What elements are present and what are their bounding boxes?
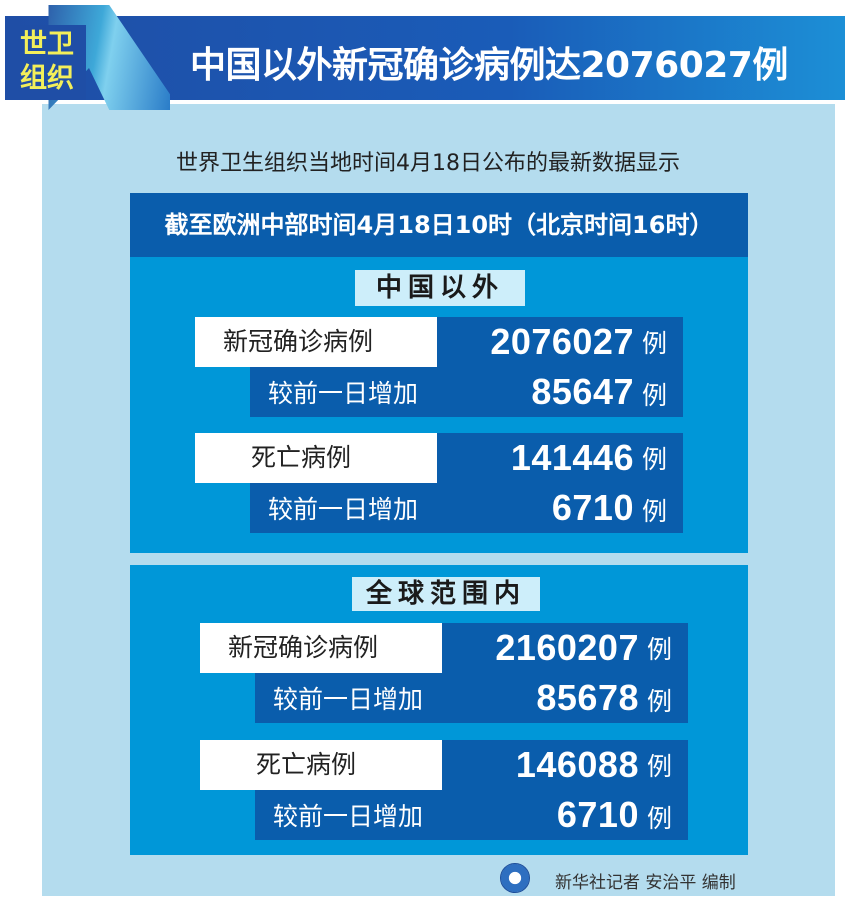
row-value: 146088 例	[442, 740, 688, 790]
row-label: 死亡病例	[200, 740, 442, 790]
tag-line-1: 世卫	[20, 29, 74, 60]
tag-line-2: 组织	[20, 63, 74, 94]
row-label: 新冠确诊病例	[200, 623, 442, 673]
row-increase: 较前一日增加 6710 例	[255, 790, 688, 840]
section-label: 中国以外	[355, 270, 525, 306]
credit-text: 新华社记者 安治平 编制	[555, 873, 736, 893]
row-label: 死亡病例	[195, 433, 437, 483]
row-value: 2160207 例	[442, 623, 688, 673]
row-increase: 较前一日增加 6710 例	[250, 483, 683, 533]
who-tag: 世卫 组织	[8, 25, 86, 100]
row-increase: 较前一日增加 85647 例	[250, 367, 683, 417]
row-label: 新冠确诊病例	[195, 317, 437, 367]
page-title: 中国以外新冠确诊病例达2076027例	[190, 45, 788, 86]
row-value: 2076027 例	[437, 317, 683, 367]
section-label: 全球范围内	[352, 577, 540, 611]
xinhua-logo-icon	[500, 863, 530, 893]
row-increase: 较前一日增加 85678 例	[255, 673, 688, 723]
row-value: 141446 例	[437, 433, 683, 483]
subtitle: 世界卫生组织当地时间4月18日公布的最新数据显示	[176, 151, 680, 176]
time-banner: 截至欧洲中部时间4月18日10时（北京时间16时）	[130, 193, 748, 257]
